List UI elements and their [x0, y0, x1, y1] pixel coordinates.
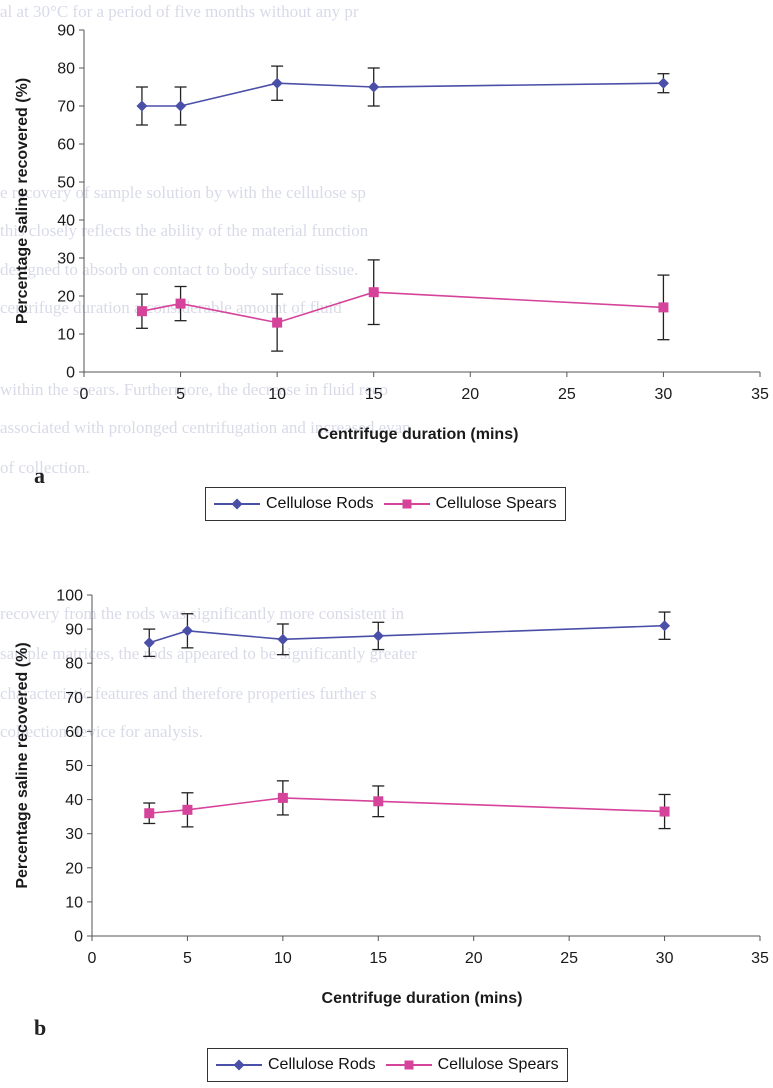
background-text-line: centrifuge duration a considerable amoun… [0, 298, 342, 317]
chart-a: 0 10 20 30 40 50 60 70 80 90 0 5 10 15 20 25 30 35 Centrif… [14, 23, 769, 444]
background-text-line: this closely reflects the ability of the… [0, 221, 369, 240]
data-point-diamond [143, 637, 155, 649]
data-point-diamond [368, 81, 380, 93]
y-tick-label: 90 [65, 622, 83, 639]
legend-label-rods: Cellulose Rods [266, 495, 374, 512]
y-tick-label: 100 [56, 588, 83, 605]
legend-item-rods: Cellulose Rods [214, 495, 374, 513]
background-text-line: characteristic features and therefore pr… [0, 684, 377, 703]
x-tick-label: 35 [751, 950, 769, 967]
square-marker-icon [383, 499, 430, 509]
x-tick-label: 5 [183, 950, 192, 967]
y-tick-label: 60 [65, 724, 83, 741]
y-tick-label: 70 [57, 99, 75, 116]
data-point-diamond [277, 633, 289, 645]
data-point-square [368, 287, 379, 298]
data-point-square [277, 792, 288, 803]
y-tick-label: 20 [65, 860, 83, 877]
data-point-diamond [657, 77, 669, 89]
x-tick-label: 10 [274, 950, 292, 967]
y-tick-label: 0 [74, 929, 83, 946]
series-line-0 [141, 82, 664, 107]
data-point-square [175, 298, 186, 309]
background-text-line: associated with prolonged centrifugation… [0, 418, 411, 437]
data-point-diamond [181, 625, 193, 637]
y-tick-label: 30 [57, 251, 75, 268]
square-marker-icon [385, 1060, 432, 1070]
data-point-square [373, 796, 384, 807]
data-point-diamond [271, 77, 283, 89]
x-axis-title: Centrifuge duration (mins) [318, 426, 519, 443]
y-tick-label: 90 [57, 23, 75, 40]
y-tick-label: 30 [65, 826, 83, 843]
legend-label-spears: Cellulose Spears [437, 1056, 559, 1073]
series-line-1 [141, 291, 664, 324]
x-tick-label: 20 [461, 386, 479, 403]
background-text-line: within the spears. Furthermore, the decr… [0, 380, 389, 399]
background-text-line: e recovery of sample solution by with th… [0, 183, 366, 202]
legend-item-spears: Cellulose Spears [383, 495, 557, 513]
legend-label-spears: Cellulose Spears [435, 495, 557, 512]
series-line-0 [149, 624, 665, 644]
panel-label-b: b [34, 1015, 47, 1040]
data-point-diamond [175, 100, 187, 112]
x-tick-label: 15 [365, 386, 383, 403]
y-tick-label: 60 [57, 137, 75, 154]
series-line-1 [149, 797, 665, 815]
y-tick-label: 0 [66, 365, 75, 382]
x-axis-title: Centrifuge duration (mins) [322, 990, 523, 1007]
background-text-line: designed to absorb on contact to body su… [0, 260, 359, 279]
data-point-square [136, 306, 147, 317]
chart-b: 0 10 20 30 40 50 60 70 80 90 100 0 5 10 15 20 25 30 35 Cent… [14, 588, 769, 1008]
data-point-square [144, 808, 155, 819]
y-axis-title: Percentage saline recovered (%) [14, 642, 31, 888]
data-point-square [659, 806, 670, 817]
y-axis-title: Percentage saline recovered (%) [14, 78, 31, 324]
y-tick-label: 50 [57, 175, 75, 192]
y-tick-label: 10 [57, 327, 75, 344]
legend-item-spears: Cellulose Spears [385, 1056, 559, 1074]
x-tick-label: 35 [751, 386, 769, 403]
data-point-diamond [659, 620, 671, 632]
x-tick-label: 10 [268, 386, 286, 403]
background-text-line: sample matrices, the rods appeared to be… [0, 644, 417, 663]
y-tick-label: 40 [65, 792, 83, 809]
panel-label-a: a [34, 463, 45, 488]
x-tick-label: 20 [465, 950, 483, 967]
data-point-square [272, 317, 283, 328]
data-point-square [658, 302, 669, 313]
diamond-marker-icon [216, 1059, 262, 1071]
data-point-diamond [372, 630, 384, 642]
x-tick-label: 30 [655, 386, 673, 403]
y-tick-label: 20 [57, 289, 75, 306]
diamond-marker-icon [214, 498, 260, 510]
y-tick-label: 40 [57, 213, 75, 230]
background-text-line: al at 30°C for a period of five months w… [0, 2, 359, 21]
background-text-line: recovery from the rods was significantly… [0, 604, 405, 623]
background-text-line: collection device for analysis. [0, 722, 203, 741]
data-point-square [182, 804, 193, 815]
x-tick-label: 25 [558, 386, 576, 403]
y-tick-label: 70 [65, 690, 83, 707]
legend-label-rods: Cellulose Rods [268, 1056, 376, 1073]
x-tick-label: 0 [88, 950, 97, 967]
background-text-line: of collection. [0, 458, 90, 477]
y-tick-label: 80 [65, 656, 83, 673]
x-tick-label: 30 [656, 950, 674, 967]
x-tick-label: 25 [560, 950, 578, 967]
data-point-diamond [136, 100, 148, 112]
y-tick-label: 80 [57, 61, 75, 78]
legend-b: Cellulose Rods Cellulose Spears [207, 1048, 568, 1082]
x-tick-label: 15 [369, 950, 387, 967]
x-tick-label: 0 [80, 386, 89, 403]
y-tick-label: 10 [65, 894, 83, 911]
x-tick-label: 5 [176, 386, 185, 403]
legend-item-rods: Cellulose Rods [216, 1056, 376, 1074]
legend-a: Cellulose Rods Cellulose Spears [205, 487, 566, 521]
y-tick-label: 50 [65, 758, 83, 775]
